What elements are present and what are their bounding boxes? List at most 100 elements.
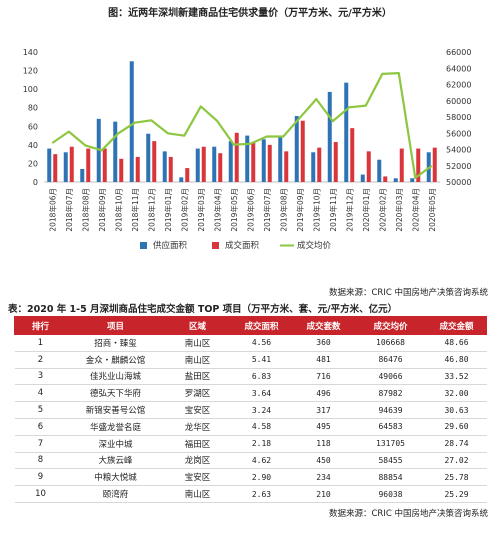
table-cell: 496 bbox=[292, 384, 355, 403]
bar-supply bbox=[294, 116, 299, 182]
left-tick-label: 0 bbox=[33, 178, 38, 187]
table-cell: 32.00 bbox=[426, 384, 487, 403]
table-cell: 4.56 bbox=[230, 334, 293, 352]
table-cell: 49066 bbox=[354, 368, 427, 386]
table-cell: 龙岗区 bbox=[164, 452, 231, 470]
table-row: 3 佳兆业山海城 盐田区 6.83 716 49066 33.52 bbox=[14, 368, 487, 386]
bar-supply bbox=[195, 148, 200, 182]
table-cell: 南山区 bbox=[164, 351, 231, 369]
table-cell: 2.63 bbox=[230, 485, 293, 503]
table-cell: 118 bbox=[292, 435, 355, 453]
left-tick-label: 60 bbox=[28, 122, 38, 131]
bar-supply bbox=[261, 139, 266, 182]
table-row: 2 金众・麒麟公馆 南山区 5.41 481 86476 46.80 bbox=[14, 351, 487, 369]
right-tick-label: 50000 bbox=[446, 178, 471, 187]
table-cell: 深业中城 bbox=[66, 435, 165, 453]
bar-supply bbox=[327, 91, 332, 182]
table-row: 7 深业中城 福田区 2.18 118 131705 28.74 bbox=[14, 435, 487, 453]
table-cell: 4 bbox=[14, 384, 67, 403]
table-cell: 360 bbox=[292, 334, 355, 352]
table-cell: 4.62 bbox=[230, 452, 293, 470]
bar-supply bbox=[162, 151, 167, 182]
table-cell: 宝安区 bbox=[164, 401, 231, 419]
table-cell: 南山区 bbox=[164, 334, 231, 352]
bar-deal bbox=[432, 147, 437, 182]
table-row: 8 大族云峰 龙岗区 4.62 450 58455 27.02 bbox=[14, 452, 487, 470]
left-tick-label: 80 bbox=[28, 104, 38, 113]
table-cell: 南山区 bbox=[164, 485, 231, 503]
table-cell: 30.63 bbox=[426, 401, 487, 419]
bar-deal bbox=[366, 151, 371, 182]
bar-deal bbox=[168, 156, 173, 182]
left-tick-label: 20 bbox=[28, 159, 38, 168]
table-header-row: 排行 项目 区域 成交面积 成交套数 成交均价 成交金额 bbox=[14, 316, 487, 335]
table-cell: 2.90 bbox=[230, 468, 293, 487]
table-cell: 招商・臻玺 bbox=[66, 334, 165, 352]
bar-supply bbox=[344, 82, 349, 182]
table-cell: 中粮大悦城 bbox=[66, 468, 165, 487]
table-cell: 33.52 bbox=[426, 368, 487, 386]
x-tick-label: 2019年09月 bbox=[295, 188, 305, 232]
bar-deal bbox=[350, 128, 355, 182]
table-cell: 106668 bbox=[354, 334, 427, 352]
chart-title: 图：近两年深圳新建商品住宅供求量价（万平方米、元/平方米） bbox=[108, 8, 392, 19]
legend-label: 成交均价 bbox=[297, 240, 332, 251]
bar-supply bbox=[146, 133, 151, 182]
bar-supply bbox=[63, 152, 68, 182]
right-tick-label: 64000 bbox=[446, 64, 471, 73]
bar-supply bbox=[80, 169, 85, 182]
left-tick-label: 120 bbox=[23, 67, 38, 76]
bar-supply bbox=[393, 178, 398, 182]
table-cell: 宝安区 bbox=[164, 468, 231, 487]
table-row: 4 德弘天下华府 罗湖区 3.64 496 87982 32.00 bbox=[14, 384, 487, 403]
bar-deal bbox=[185, 168, 190, 182]
bar-supply bbox=[410, 178, 415, 182]
bar-supply bbox=[129, 61, 134, 182]
right-tick-label: 56000 bbox=[446, 129, 471, 138]
x-tick-label: 2019年08月 bbox=[278, 188, 288, 232]
right-tick-label: 58000 bbox=[446, 113, 471, 122]
table-cell: 86476 bbox=[354, 351, 427, 369]
table-cell: 131705 bbox=[354, 435, 427, 453]
x-tick-label: 2019年04月 bbox=[212, 188, 222, 232]
table-cell: 25.78 bbox=[426, 468, 487, 487]
table-cell: 234 bbox=[292, 468, 355, 487]
table-body: 1 招商・臻玺 南山区 4.56 360 106668 48.66 2 金众・麒麟公馆 南山区 5.… bbox=[14, 334, 487, 503]
table-cell: 9 bbox=[14, 468, 67, 487]
table-cell: 颐湾府 bbox=[66, 485, 165, 503]
table-cell: 德弘天下华府 bbox=[66, 384, 165, 403]
x-tick-label: 2019年12月 bbox=[344, 188, 354, 232]
x-tick-label: 2019年06月 bbox=[245, 188, 255, 232]
table-header-cell: 成交套数 bbox=[292, 316, 355, 335]
table-cell: 盐田区 bbox=[164, 368, 231, 386]
bar-deal bbox=[69, 146, 74, 182]
table-cell: 金众・麒麟公馆 bbox=[66, 351, 165, 369]
x-tick-label: 2018年12月 bbox=[146, 188, 156, 232]
right-tick-label: 52000 bbox=[446, 162, 471, 171]
x-tick-label: 2020年05月 bbox=[427, 188, 437, 232]
legend-label: 供应面积 bbox=[153, 240, 188, 251]
x-tick-label: 2019年11月 bbox=[328, 188, 338, 232]
table-cell: 1 bbox=[14, 334, 67, 352]
bar-deal bbox=[284, 151, 289, 182]
right-tick-label: 62000 bbox=[446, 81, 471, 90]
table-cell: 3.24 bbox=[230, 401, 293, 419]
table-cell: 6.83 bbox=[230, 368, 293, 386]
table-cell: 450 bbox=[292, 452, 355, 470]
bar-deal bbox=[317, 147, 322, 182]
bar-deal bbox=[119, 158, 124, 182]
table-cell: 罗湖区 bbox=[164, 384, 231, 403]
table-cell: 94639 bbox=[354, 401, 427, 419]
table-cell: 88854 bbox=[354, 468, 427, 487]
table-cell: 8 bbox=[14, 452, 67, 470]
bar-supply bbox=[278, 137, 283, 182]
bar-supply bbox=[377, 159, 382, 182]
bar-deal bbox=[333, 142, 338, 182]
x-tick-label: 2018年11月 bbox=[130, 188, 140, 232]
legend-swatch bbox=[212, 242, 219, 249]
bar-deal bbox=[218, 153, 223, 182]
line-avg-price bbox=[51, 71, 433, 179]
table-cell: 2.18 bbox=[230, 435, 293, 453]
bar-deal bbox=[234, 132, 239, 182]
x-tick-label: 2018年07月 bbox=[64, 188, 74, 232]
